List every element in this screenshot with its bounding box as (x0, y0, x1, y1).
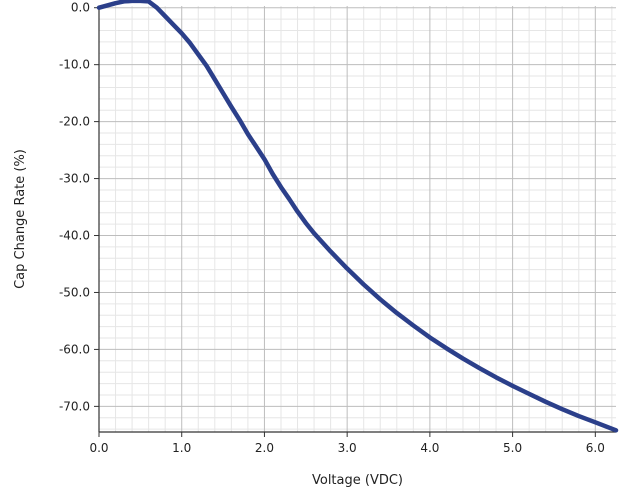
x-tick-label: 5.0 (503, 441, 522, 455)
y-tick-label: -40.0 (59, 229, 90, 243)
x-tick-label: 3.0 (338, 441, 357, 455)
y-tick-label: -50.0 (59, 285, 90, 299)
major-grid (98, 6, 616, 432)
x-tick-label: 4.0 (420, 441, 439, 455)
series-line (96, 0, 619, 433)
y-tick-label: -60.0 (59, 342, 90, 356)
x-tick-label: 2.0 (255, 441, 274, 455)
y-tick-label: 0.0 (71, 1, 90, 15)
y-tick-label: -30.0 (59, 172, 90, 186)
minor-grid (99, 6, 616, 432)
x-tick-label: 6.0 (586, 441, 605, 455)
y-tick-label: -10.0 (59, 58, 90, 72)
y-tick-label: -20.0 (59, 115, 90, 129)
axes (94, 6, 616, 437)
x-tick-label: 1.0 (172, 441, 191, 455)
x-axis-label: Voltage (VDC) (312, 473, 403, 488)
series-layer (96, 0, 619, 433)
y-tick-label: -70.0 (59, 399, 90, 413)
tick-labels: 0.0 1.0 2.0 3.0 4.0 5.0 6.0 0.0 -10.0 -20.0 -30.0 -… (59, 1, 605, 455)
x-tick-label: 0.0 (89, 441, 108, 455)
y-axis-label: Cap Change Rate (%) (13, 149, 28, 289)
